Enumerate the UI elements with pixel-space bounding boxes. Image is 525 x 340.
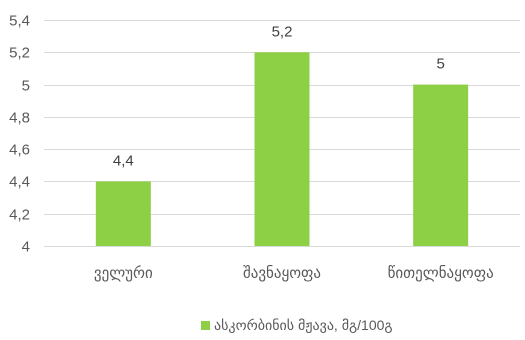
data-label: 4,4: [113, 152, 134, 169]
y-tick-label: 4,4: [9, 174, 30, 191]
bars: [95, 52, 469, 247]
y-axis-ticks: 4 4,2 4,4 4,6 4,8 5 5,2 5,4: [9, 13, 30, 256]
category-label: ველური: [94, 265, 153, 282]
y-tick-label: 4,8: [9, 110, 30, 127]
bar: [95, 181, 151, 246]
category-label: წითელნაყოფა: [388, 265, 494, 282]
data-label: 5,2: [272, 23, 293, 40]
bar: [254, 52, 310, 247]
y-tick-label: 4,2: [9, 207, 30, 224]
category-label: შავნაყოფა: [243, 265, 321, 282]
legend-swatch: [201, 321, 210, 330]
y-tick-label: 5,4: [9, 13, 30, 30]
data-label: 5: [436, 56, 444, 73]
data-labels: 4,4 5,2 5: [113, 23, 445, 169]
bar: [413, 84, 469, 246]
legend: ასკორბინის მჟავა, მგ/100გ: [201, 317, 393, 333]
y-tick-label: 5: [22, 78, 30, 95]
x-axis-categories: ველური შავნაყოფა წითელნაყოფა: [94, 265, 494, 282]
legend-label: ასკორბინის მჟავა, მგ/100გ: [214, 317, 393, 333]
y-tick-label: 5,2: [9, 45, 30, 62]
y-tick-label: 4: [22, 239, 30, 256]
y-tick-label: 4,6: [9, 142, 30, 159]
